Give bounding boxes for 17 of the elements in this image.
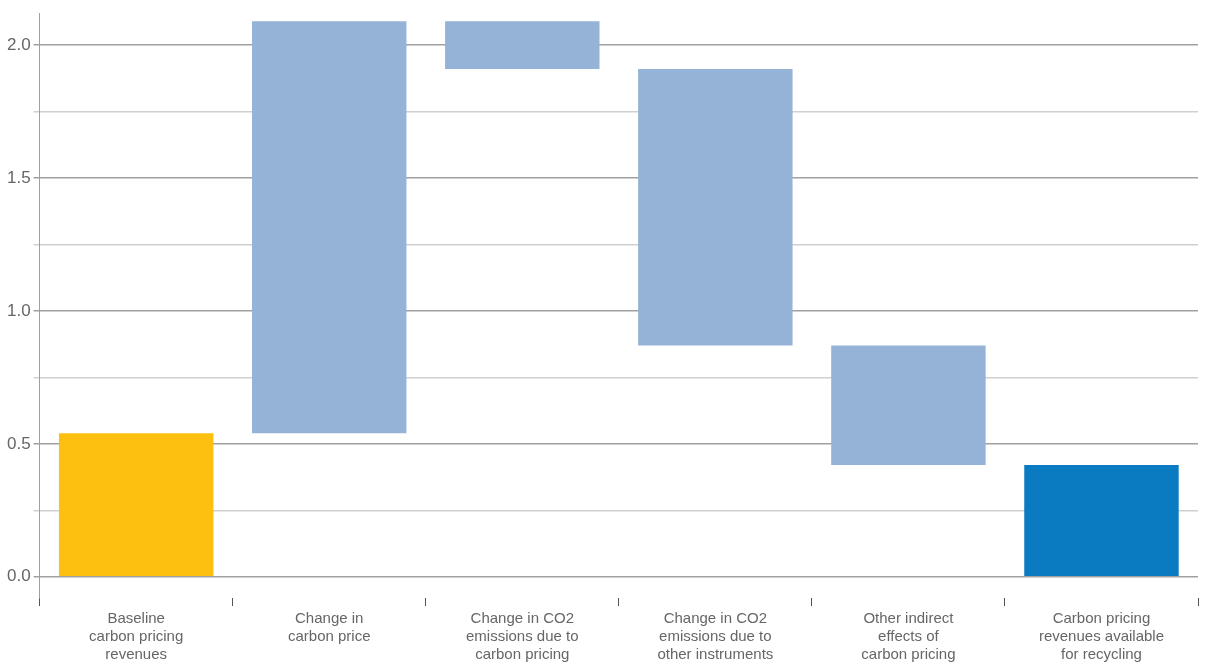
x-tick-label: Baseline carbon pricing revenues bbox=[89, 609, 184, 663]
bar bbox=[831, 345, 986, 466]
bar bbox=[252, 21, 407, 434]
bar bbox=[58, 433, 214, 576]
bar bbox=[445, 21, 600, 70]
y-tick-label: 1.0 bbox=[6, 300, 31, 320]
x-tick-label: Carbon pricing revenues available for recycling bbox=[1038, 609, 1165, 663]
y-tick-label: 1.5 bbox=[6, 167, 31, 187]
y-tick-label: 0.5 bbox=[6, 433, 31, 453]
x-tick-label: Change in CO2 emissions due to other instruments bbox=[657, 609, 774, 663]
x-tick-label: Change in CO2 emissions due to carbon pricing bbox=[466, 609, 579, 663]
bar bbox=[1024, 465, 1179, 576]
y-tick-label: 2.0 bbox=[6, 34, 31, 54]
x-tick-label: Other indirect effects of carbon pricing bbox=[861, 609, 956, 663]
bar bbox=[638, 69, 793, 346]
y-tick-label: 0.0 bbox=[6, 566, 31, 586]
x-tick-label: Change in carbon price bbox=[287, 609, 371, 645]
